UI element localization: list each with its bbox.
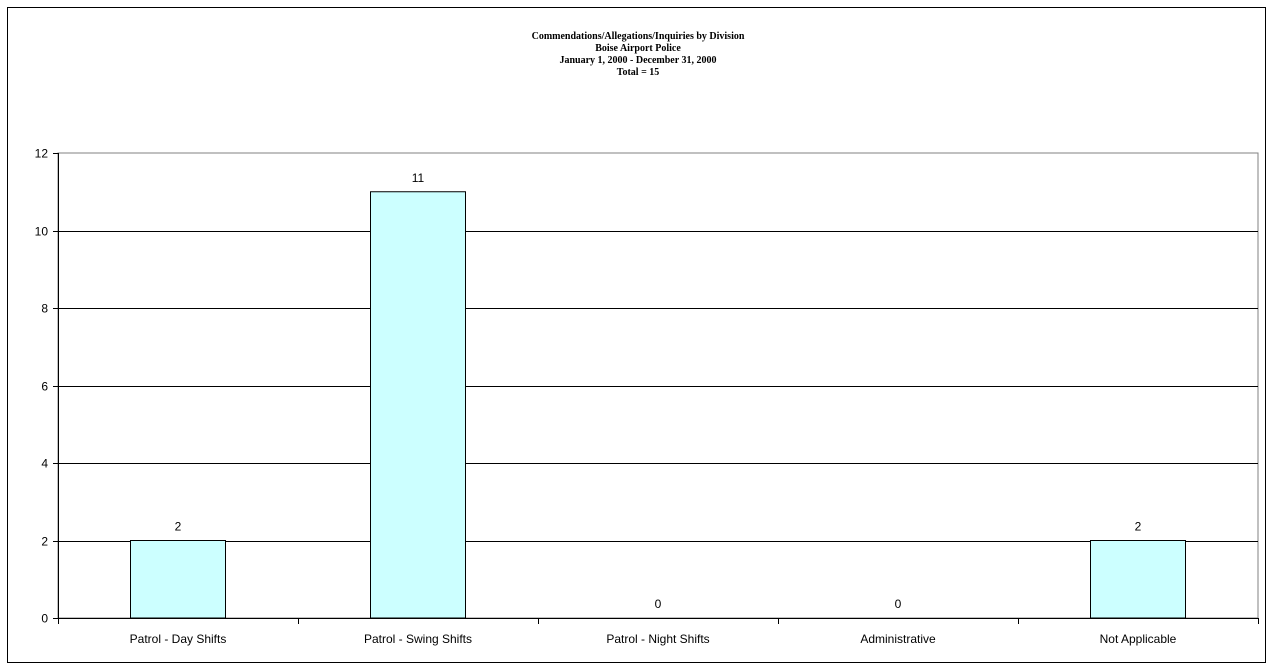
- chart-subtitle-agency: Boise Airport Police: [595, 43, 681, 54]
- data-label-3: 0: [655, 597, 662, 611]
- y-tick-label: 2: [41, 535, 48, 549]
- data-label-2: 11: [412, 171, 425, 185]
- chart-subtitle-total: Total = 15: [616, 67, 660, 78]
- x-category-label-4: Administrative: [860, 632, 936, 646]
- data-label-1: 2: [175, 520, 182, 534]
- y-tick-label: 12: [35, 147, 49, 161]
- y-tick-label: 6: [41, 380, 48, 394]
- x-category-label-5: Not Applicable: [1100, 632, 1177, 646]
- y-tick-label: 0: [41, 612, 48, 626]
- chart-title: Commendations/Allegations/Inquiries by D…: [531, 31, 745, 42]
- y-tick-label: 8: [41, 302, 48, 316]
- chart-title-block: Commendations/Allegations/Inquiries by D…: [0, 31, 1276, 79]
- y-tick-label: 4: [41, 457, 48, 471]
- x-category-label-2: Patrol - Swing Shifts: [364, 632, 472, 646]
- bar-2: [370, 191, 466, 619]
- bar-1: [130, 540, 226, 619]
- plot-area: [57, 152, 1259, 619]
- data-label-5: 2: [1135, 520, 1142, 534]
- y-tick-label: 10: [35, 225, 49, 239]
- x-category-label-1: Patrol - Day Shifts: [130, 632, 227, 646]
- data-label-4: 0: [895, 597, 902, 611]
- x-category-label-3: Patrol - Night Shifts: [606, 632, 709, 646]
- bar-5: [1090, 540, 1186, 619]
- chart-subtitle-date-range: January 1, 2000 - December 31, 2000: [559, 55, 717, 66]
